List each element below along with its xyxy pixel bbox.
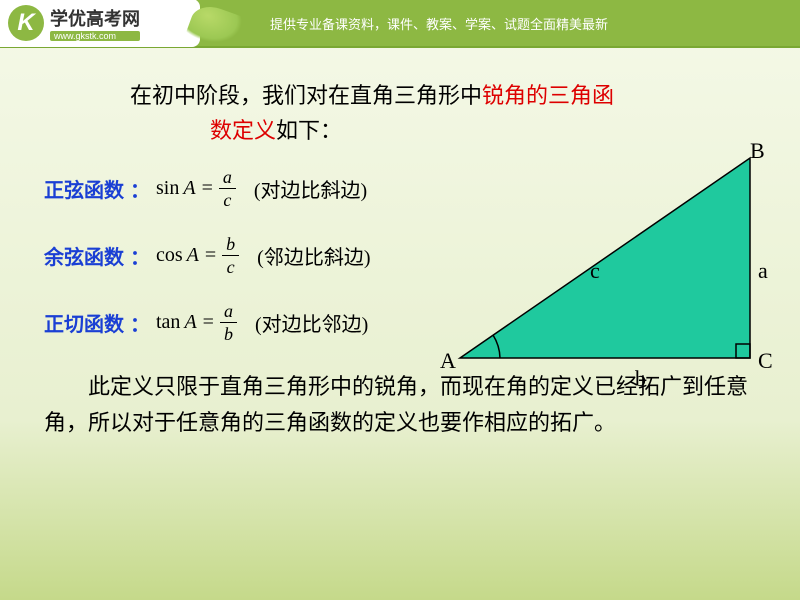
triangle-label-C: C xyxy=(758,348,773,374)
content-area: 在初中阶段，我们对在直角三角形中锐角的三角函 数定义如下： 正弦函数：sinA=… xyxy=(0,48,800,440)
func-desc: (对边比斜边) xyxy=(254,174,367,203)
func-var: A xyxy=(183,177,195,200)
intro-red2: 数定义 xyxy=(210,118,276,143)
triangle-shape xyxy=(460,158,750,358)
logo-url: www.gkstk.com xyxy=(50,31,140,41)
triangle-label-a: a xyxy=(758,258,768,284)
triangle-label-A: A xyxy=(440,348,456,374)
numerator: a xyxy=(220,302,237,323)
logo-circle: K xyxy=(8,5,44,41)
triangle-label-b: b xyxy=(635,366,646,392)
intro-text: 在初中阶段，我们对在直角三角形中锐角的三角函 数定义如下： xyxy=(130,78,770,148)
intro-part1: 在初中阶段，我们对在直角三角形中 xyxy=(130,83,482,108)
numerator: b xyxy=(222,235,239,256)
func-var: A xyxy=(184,311,196,334)
intro-part2: 如下： xyxy=(276,118,342,143)
logo-text-group: 学优高考网 www.gkstk.com xyxy=(50,5,140,41)
denominator: c xyxy=(223,256,239,276)
func-name: sin xyxy=(156,177,179,200)
equals: = xyxy=(203,311,214,334)
triangle-label-B: B xyxy=(750,138,765,164)
formula: sinA = ac xyxy=(156,168,236,209)
func-var: A xyxy=(187,244,199,267)
tagline: 提供专业备课资料，课件、教案、学案、试题全面精美最新 xyxy=(270,14,608,33)
formula: tanA = ab xyxy=(156,302,237,343)
func-name: cos xyxy=(156,244,183,267)
denominator: b xyxy=(220,323,237,343)
denominator: c xyxy=(219,189,235,209)
func-name: tan xyxy=(156,311,180,334)
func-label: 正弦函数 xyxy=(44,174,124,203)
triangle-diagram: ABCabc xyxy=(450,148,770,398)
colon: ： xyxy=(130,308,150,337)
logo-box: K 学优高考网 www.gkstk.com xyxy=(0,0,200,47)
header-bar: K 学优高考网 www.gkstk.com 提供专业备课资料，课件、教案、学案、… xyxy=(0,0,800,48)
fraction: ab xyxy=(220,302,237,343)
logo-letter: K xyxy=(17,9,34,37)
equals: = xyxy=(205,244,216,267)
triangle-label-c: c xyxy=(590,258,600,284)
fraction: bc xyxy=(222,235,239,276)
triangle-svg xyxy=(450,148,770,398)
func-desc: (对边比邻边) xyxy=(255,308,368,337)
equals: = xyxy=(202,177,213,200)
formula: cosA = bc xyxy=(156,235,239,276)
func-label: 余弦函数 xyxy=(44,241,124,270)
intro-red1: 锐角的三角函 xyxy=(482,83,614,108)
numerator: a xyxy=(219,168,236,189)
fraction: ac xyxy=(219,168,236,209)
colon: ： xyxy=(130,174,150,203)
func-desc: (邻边比斜边) xyxy=(257,241,370,270)
colon: ： xyxy=(130,241,150,270)
func-label: 正切函数 xyxy=(44,308,124,337)
logo-title: 学优高考网 xyxy=(50,5,140,31)
